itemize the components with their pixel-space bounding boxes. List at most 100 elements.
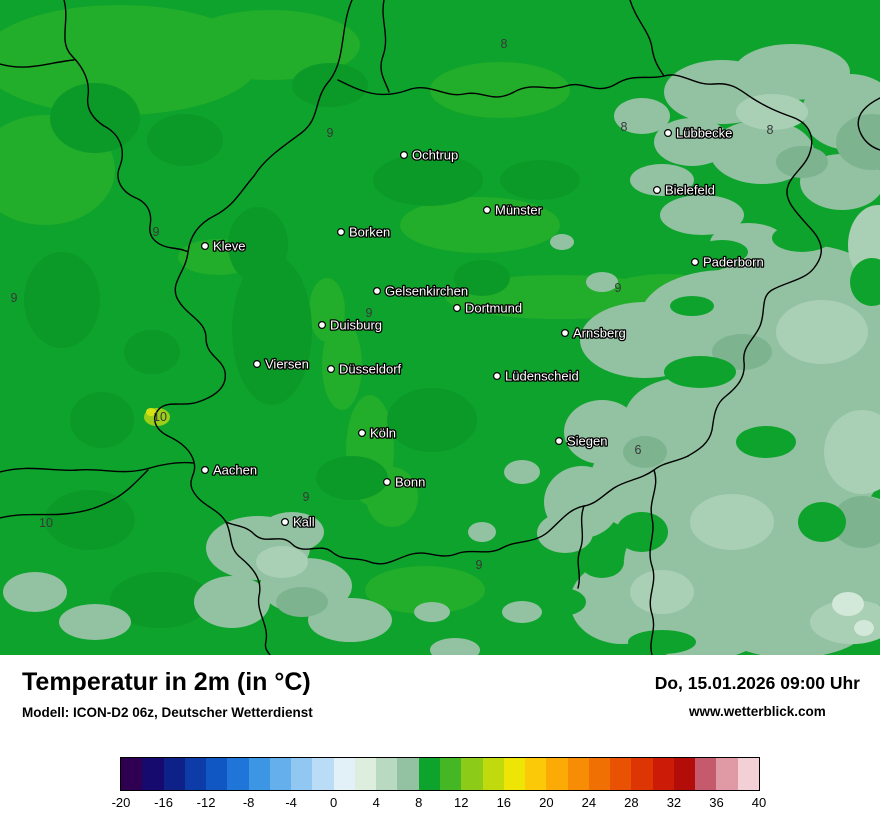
colorbar-segment [737,758,759,790]
colorbar-segment [184,758,207,790]
date-block: Do, 15.01.2026 09:00 Uhr www.wetterblick… [655,673,860,719]
border-line-belgium-2 [0,469,149,519]
valley-layer [538,224,880,654]
colorbar-segment [652,758,674,790]
city-dot-icon [201,242,210,251]
city-marker: Aachen [201,461,258,479]
colorbar-segment [376,758,398,790]
border-layer [0,0,880,655]
city-marker: Arnsberg [560,324,627,342]
temperature-value-label: 9 [615,281,622,295]
colorbar-segment [461,758,483,790]
colorbar-segment [354,758,377,790]
colorbar-segment [567,758,589,790]
colorbar-tick: 4 [372,795,380,810]
colorbar-segment [588,758,611,790]
city-dot-icon [453,304,462,313]
colorbar-tick: 32 [666,795,682,810]
colorbar-segment [142,758,164,790]
city-label: Aachen [213,463,257,478]
colorbar-segment [291,758,313,790]
city-label: Bielefeld [665,183,715,198]
city-dot-icon [400,151,409,160]
border-line-southeast [649,469,657,655]
colorbar-segment [121,758,143,790]
temperature-colorbar [120,757,760,791]
city-dot-icon [560,329,569,338]
city-marker: Dortmund [453,299,523,317]
city-label: Kall [293,515,315,530]
colorbar-tick: 24 [581,795,597,810]
city-markers-layer: Ochtrup Lübbecke Bielefeld Münster Borken Kle… [201,124,765,531]
colorbar-segment [227,758,249,790]
map-title: Temperatur in 2m (in °C) [22,668,311,696]
colorbar-segment [631,758,653,790]
city-label: Dortmund [465,301,522,316]
city-label: Lüdenscheid [505,369,579,384]
colorbar-segment [312,758,334,790]
city-dot-icon [483,206,492,215]
colorbar-segment [673,758,696,790]
forecast-datetime: Do, 15.01.2026 09:00 Uhr [654,673,860,693]
city-marker: Borken [337,223,392,241]
city-dot-icon [373,287,382,296]
border-line-nl-1 [63,0,105,127]
colorbar-tick: 12 [454,795,469,810]
city-marker: Lüdenscheid [493,367,580,385]
city-label: Siegen [567,434,607,449]
temperature-value-label: 9 [476,558,483,572]
temperature-value-label: 9 [11,291,18,305]
colorbar-segment [439,758,462,790]
colorbar-tick: -20 [111,795,131,810]
city-dot-icon [253,360,262,369]
border-line-north-east [337,74,822,457]
colorbar-segment [397,758,419,790]
city-label: Paderborn [703,255,764,270]
temperature-value-label: 10 [39,516,53,530]
city-marker: Viersen [253,355,310,373]
city-dot-icon [652,186,661,195]
colorbar-segment [206,758,228,790]
city-marker: Kall [281,513,316,531]
border-line-west [154,0,353,655]
model-info: Modell: ICON-D2 06z, Deutscher Wetterdie… [22,705,313,720]
colorbar-segment [610,758,632,790]
temperature-value-label: 9 [327,126,334,140]
colorbar-segment [546,758,568,790]
colorbar-segment [503,758,526,790]
border-line-south [225,455,689,565]
colorbar-tick: 40 [751,795,767,810]
colorbar-tick: 20 [539,795,554,810]
city-dot-icon [201,466,210,475]
cold-spot-layer [832,592,874,636]
colorbar-segment [163,758,185,790]
temperature-value-label: 8 [767,123,774,137]
city-dot-icon [690,258,699,267]
colorbar-tick: 0 [330,795,338,810]
colorbar-segment [482,758,504,790]
city-marker: Lübbecke [663,124,734,142]
city-dot-icon [337,228,346,237]
city-marker: Paderborn [690,253,765,271]
city-marker: Ochtrup [400,146,460,164]
city-label: Düsseldorf [339,362,402,377]
border-line-top-right [629,0,665,77]
colorbar-segment [716,758,738,790]
city-label: Lübbecke [676,126,732,141]
city-label: Borken [349,225,390,240]
city-label: Viersen [265,357,309,372]
warm-spot-layer [144,408,170,426]
colorbar-segment [695,758,717,790]
weather-map: 8 9 8 8 9 9 9 9 10 10 9 9 6 Ochtrup Lübbecke Bielefeld… [0,0,880,655]
colorbar-tick: -12 [196,795,216,810]
colorbar-tick: -4 [285,795,297,810]
city-marker: Siegen [554,432,609,450]
dark-green-layer [24,63,580,628]
border-line-top-middle [380,0,390,93]
temperature-value-label: 9 [366,306,373,320]
colorbar-tick: 36 [709,795,724,810]
temperature-value-label: 9 [303,490,310,504]
website-url: www.wetterblick.com [688,704,826,719]
temperature-value-label: 10 [153,410,167,424]
map-footer: Temperatur in 2m (in °C) Modell: ICON-D2… [0,655,880,830]
